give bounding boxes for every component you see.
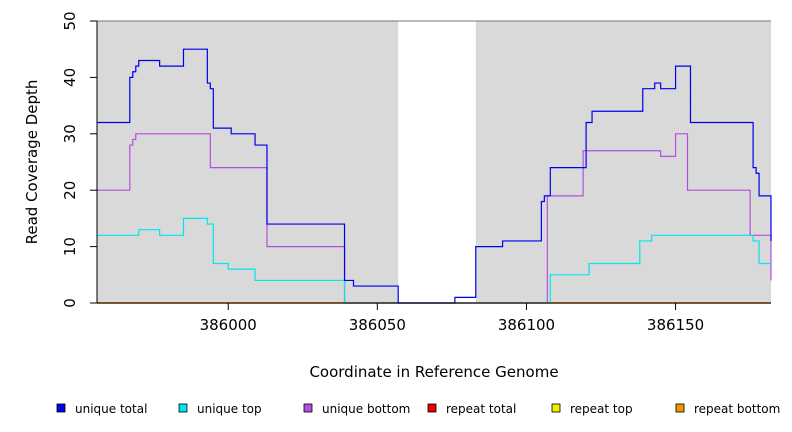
legend-swatch-repeat-bottom bbox=[675, 403, 685, 413]
legend-swatch-repeat-total bbox=[427, 403, 437, 413]
x-tick-label: 386150 bbox=[647, 316, 704, 334]
legend-label-unique-bottom: unique bottom bbox=[322, 402, 410, 416]
x-tick-label: 386050 bbox=[349, 316, 406, 334]
y-tick-label: 10 bbox=[61, 237, 79, 256]
legend-swatch-unique-bottom bbox=[303, 403, 313, 413]
shaded-regions bbox=[97, 21, 771, 303]
x-tick-label: 386100 bbox=[498, 316, 555, 334]
legend: unique total unique top unique bottom repea… bbox=[56, 402, 780, 416]
legend-label-repeat-total: repeat total bbox=[446, 402, 516, 416]
shaded-region-2 bbox=[475, 21, 771, 303]
legend-swatch-unique-total bbox=[56, 403, 66, 413]
y-tick-label: 0 bbox=[61, 298, 79, 308]
y-tick-label: 40 bbox=[61, 68, 79, 87]
y-tick-label: 30 bbox=[61, 124, 79, 143]
legend-swatch-repeat-top bbox=[551, 403, 561, 413]
x-tick-label: 386000 bbox=[200, 316, 257, 334]
legend-label-repeat-top: repeat top bbox=[570, 402, 633, 416]
y-tick-label: 50 bbox=[61, 11, 79, 30]
shaded-region-1 bbox=[97, 21, 399, 303]
y-axis-title: Read Coverage Depth bbox=[23, 80, 41, 245]
legend-swatch-unique-top bbox=[178, 403, 188, 413]
y-axis-ticks: 0 10 20 30 40 50 bbox=[61, 11, 97, 308]
x-axis-ticks: 386000 386050 386100 386150 bbox=[200, 303, 704, 334]
series-line-unique-top bbox=[97, 217, 771, 304]
legend-label-unique-total: unique total bbox=[75, 402, 147, 416]
y-tick-label: 20 bbox=[61, 181, 79, 200]
legend-label-repeat-bottom: repeat bottom bbox=[694, 402, 780, 416]
series-line-unique-total bbox=[97, 48, 772, 304]
x-axis-title: Coordinate in Reference Genome bbox=[309, 363, 558, 381]
legend-label-unique-top: unique top bbox=[197, 402, 262, 416]
